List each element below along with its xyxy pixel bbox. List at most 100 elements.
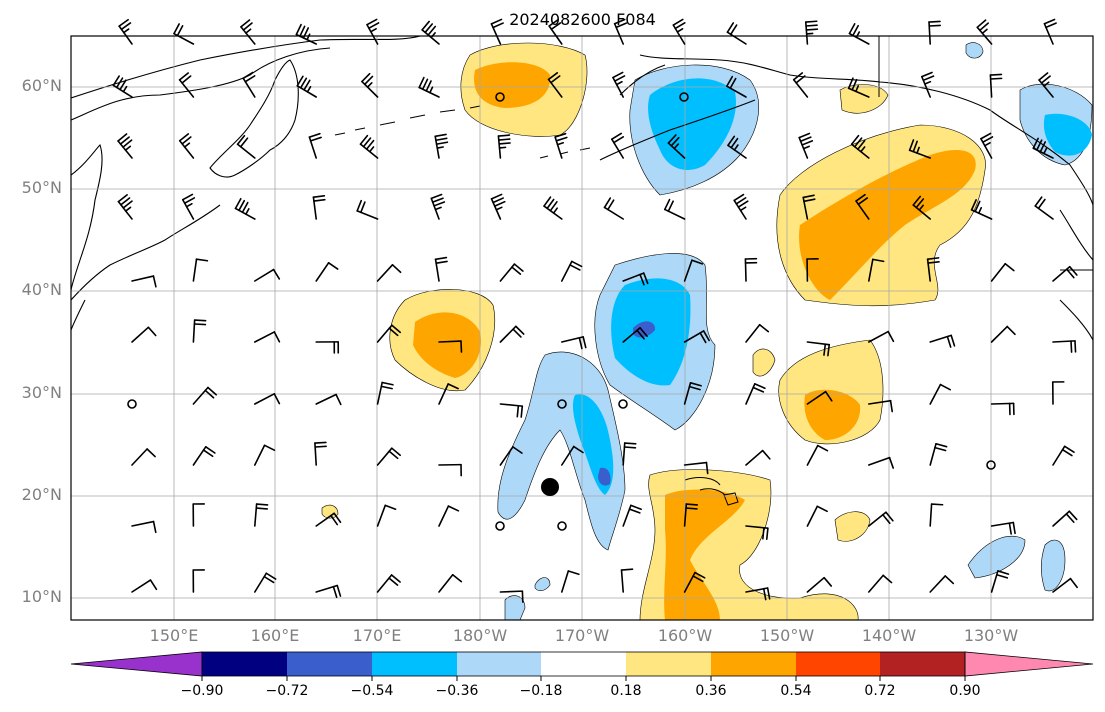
wind-barb-flag — [1068, 510, 1078, 521]
wind-barb-flag — [1074, 340, 1077, 353]
wind-barb-flag — [255, 507, 269, 510]
wind-barb-flag — [623, 442, 637, 445]
wind-barb-flag — [241, 201, 249, 214]
wind-barb-flag — [543, 196, 552, 207]
wind-barb-flag — [497, 134, 511, 137]
wind-barb-flag — [152, 275, 157, 288]
wind-barb-flag — [1045, 22, 1057, 29]
calm-circles — [127, 92, 996, 531]
negative-anomaly-deep — [633, 321, 656, 338]
wind-barb-flag — [242, 22, 253, 31]
wind-barb-flag — [995, 573, 1009, 579]
wind-barb-flag — [912, 140, 918, 153]
wind-barb-flag — [692, 575, 704, 583]
wind-barb — [1052, 577, 1072, 593]
wind-barb-flag — [122, 200, 133, 209]
wind-barb-flag — [173, 23, 180, 35]
wind-barb-flag — [424, 23, 434, 34]
wind-barb-flag — [694, 571, 706, 579]
wind-barb-flag — [421, 20, 430, 31]
wind-barb-flag — [816, 444, 829, 452]
wind-barb-flag — [245, 28, 252, 34]
wind-barb-flag — [1068, 265, 1078, 276]
wind-barb-flag — [124, 206, 132, 212]
wind-barb-flag — [766, 587, 771, 600]
wind-barb-flag — [939, 383, 952, 391]
colorbar-extend-low — [70, 651, 203, 677]
wind-barb — [192, 258, 198, 282]
wind-barb-flag — [391, 264, 402, 274]
wind-barb-flag — [613, 75, 626, 82]
wind-barb-flag — [882, 513, 891, 525]
wind-barb-flag — [982, 136, 994, 144]
wind-barb-flag — [691, 259, 704, 265]
wind-barb-flag — [847, 77, 854, 90]
colorbar-segment — [457, 652, 541, 676]
wind-barb — [376, 504, 387, 527]
wind-barb-flag — [729, 77, 737, 89]
colorbar-segment — [541, 652, 626, 676]
wind-barb-flag — [365, 139, 375, 150]
wind-barb-flag — [1065, 268, 1075, 279]
wind-barb — [131, 275, 155, 282]
wind-barb-flag — [546, 198, 555, 210]
wind-barb — [254, 393, 276, 405]
wind-barb-flag — [309, 136, 322, 142]
wind-barb-flag — [306, 33, 311, 41]
wind-barb-flag — [240, 19, 251, 28]
wind-barb-flag — [183, 197, 196, 205]
colorbar-label: −0.72 — [265, 683, 309, 699]
wind-barb-flag — [434, 133, 447, 138]
wind-barb — [990, 325, 1009, 343]
wind-barb-flag — [611, 132, 623, 140]
wind-barb-flag — [702, 330, 710, 342]
colorbar-label: −0.90 — [180, 683, 224, 699]
wind-barb-flag — [934, 446, 947, 452]
wind-barb-flag — [852, 24, 859, 37]
wind-barb-flag — [804, 20, 818, 23]
wind-barb — [376, 264, 394, 282]
wind-barb-flag — [855, 193, 866, 202]
wind-barb-flag — [930, 503, 944, 506]
wind-barb-flag — [922, 75, 935, 82]
wind-barb-flag — [667, 134, 677, 144]
wind-barb-flag — [688, 385, 701, 391]
wind-barb — [806, 505, 819, 527]
lon-label-160e: 160°E — [250, 626, 300, 645]
wind-barb-flag — [181, 136, 192, 145]
wind-barb-flag — [195, 258, 209, 262]
wind-barb-flag — [117, 133, 128, 142]
wind-barb-flag — [974, 200, 981, 213]
wind-barb-flag — [149, 579, 158, 591]
wind-barb-flag — [435, 141, 449, 145]
wind-barb-flag — [303, 79, 311, 91]
wind-barb-flag — [726, 22, 735, 34]
wind-barb-flag — [944, 575, 955, 585]
wind-barb-flag — [299, 77, 308, 89]
wind-barb-flag — [273, 393, 281, 405]
wind-barb-flag — [980, 132, 992, 140]
wind-barb-flag — [435, 260, 448, 264]
wind-barb-flag — [447, 505, 460, 512]
wind-barb-flag — [516, 404, 520, 418]
wind-barb — [929, 383, 942, 405]
wind-barb-flag — [122, 85, 128, 93]
wind-barb-flag — [816, 505, 828, 513]
wind-barb-flag — [236, 134, 246, 146]
wind-barb-flag — [430, 193, 443, 200]
wind-barb-flag — [122, 28, 130, 34]
wind-barb-flag — [314, 445, 327, 448]
wind-barb-flag — [802, 145, 810, 150]
wind-barb — [254, 331, 276, 343]
wind-barb-flag — [513, 263, 524, 272]
wind-barb-flag — [735, 197, 747, 205]
wind-barb-flag — [1034, 196, 1043, 207]
wind-barb-flag — [273, 331, 281, 343]
wind-barb-flag — [578, 337, 583, 350]
wind-barb-flag — [306, 85, 312, 93]
wind-barb-flag — [705, 461, 709, 475]
lon-label-150w: 150°W — [759, 626, 815, 645]
wind-barb-flag — [368, 146, 375, 153]
wind-barb-flag — [798, 132, 811, 139]
wind-barb-flag — [805, 28, 819, 31]
